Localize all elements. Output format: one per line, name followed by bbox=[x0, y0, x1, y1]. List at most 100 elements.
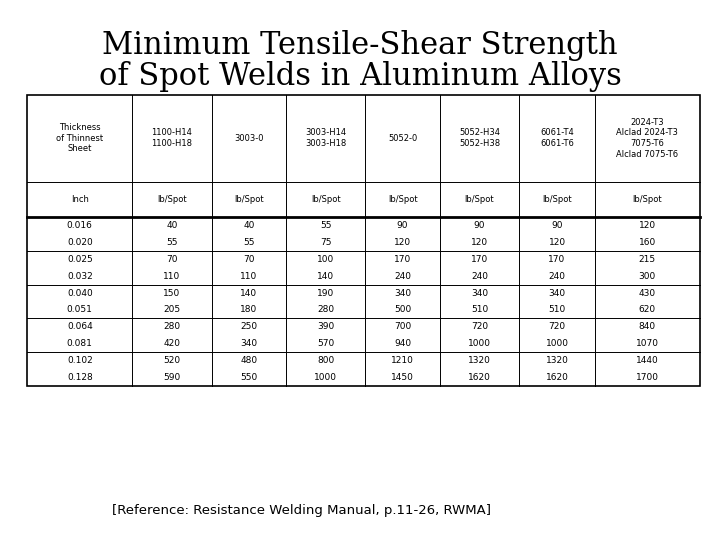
Text: 0.020: 0.020 bbox=[67, 238, 93, 247]
Text: 840: 840 bbox=[639, 322, 656, 332]
Text: lb/Spot: lb/Spot bbox=[157, 195, 186, 204]
Text: 1100-H14
1100-H18: 1100-H14 1100-H18 bbox=[151, 129, 192, 148]
Text: 170: 170 bbox=[394, 255, 411, 264]
Text: Thickness
of Thinnest
Sheet: Thickness of Thinnest Sheet bbox=[56, 123, 104, 153]
Text: 0.102: 0.102 bbox=[67, 356, 93, 365]
Text: 90: 90 bbox=[474, 221, 485, 230]
Text: 620: 620 bbox=[639, 306, 656, 314]
Text: 0.064: 0.064 bbox=[67, 322, 93, 332]
Text: 240: 240 bbox=[549, 272, 565, 281]
Text: 150: 150 bbox=[163, 288, 181, 298]
Text: 1620: 1620 bbox=[468, 373, 491, 382]
Text: 340: 340 bbox=[240, 339, 257, 348]
Text: 340: 340 bbox=[549, 288, 566, 298]
Text: 6061-T4
6061-T6: 6061-T4 6061-T6 bbox=[540, 129, 574, 148]
Text: 1000: 1000 bbox=[546, 339, 569, 348]
Text: 240: 240 bbox=[471, 272, 488, 281]
Text: 390: 390 bbox=[317, 322, 334, 332]
Text: 110: 110 bbox=[240, 272, 258, 281]
Text: 170: 170 bbox=[549, 255, 566, 264]
Text: 90: 90 bbox=[552, 221, 563, 230]
Text: 430: 430 bbox=[639, 288, 656, 298]
Text: 1320: 1320 bbox=[468, 356, 491, 365]
Text: 170: 170 bbox=[471, 255, 488, 264]
Text: Inch: Inch bbox=[71, 195, 89, 204]
Text: 590: 590 bbox=[163, 373, 181, 382]
Text: 1070: 1070 bbox=[636, 339, 659, 348]
Text: 0.128: 0.128 bbox=[67, 373, 93, 382]
Text: 3003-H14
3003-H18: 3003-H14 3003-H18 bbox=[305, 129, 346, 148]
Text: lb/Spot: lb/Spot bbox=[311, 195, 341, 204]
Text: 500: 500 bbox=[394, 306, 411, 314]
Text: 250: 250 bbox=[240, 322, 257, 332]
Text: lb/Spot: lb/Spot bbox=[633, 195, 662, 204]
Bar bbox=[27, 94, 700, 386]
Text: 190: 190 bbox=[317, 288, 334, 298]
Text: 0.025: 0.025 bbox=[67, 255, 93, 264]
Text: 520: 520 bbox=[163, 356, 181, 365]
Text: 120: 120 bbox=[549, 238, 566, 247]
Text: 205: 205 bbox=[163, 306, 181, 314]
Text: 3003-0: 3003-0 bbox=[234, 134, 264, 143]
Text: 550: 550 bbox=[240, 373, 258, 382]
Text: 1210: 1210 bbox=[391, 356, 414, 365]
Text: 120: 120 bbox=[394, 238, 411, 247]
Text: 55: 55 bbox=[166, 238, 178, 247]
Text: 280: 280 bbox=[317, 306, 334, 314]
Text: 5052-0: 5052-0 bbox=[388, 134, 417, 143]
Text: 0.040: 0.040 bbox=[67, 288, 93, 298]
Text: 0.032: 0.032 bbox=[67, 272, 93, 281]
Text: 420: 420 bbox=[163, 339, 181, 348]
Text: 2024-T3
Alclad 2024-T3
7075-T6
Alclad 7075-T6: 2024-T3 Alclad 2024-T3 7075-T6 Alclad 70… bbox=[616, 118, 678, 159]
Text: 70: 70 bbox=[166, 255, 178, 264]
Text: 120: 120 bbox=[471, 238, 488, 247]
Text: 480: 480 bbox=[240, 356, 257, 365]
Text: 1440: 1440 bbox=[636, 356, 659, 365]
Text: of Spot Welds in Aluminum Alloys: of Spot Welds in Aluminum Alloys bbox=[99, 61, 621, 92]
Text: 0.016: 0.016 bbox=[67, 221, 93, 230]
Text: 75: 75 bbox=[320, 238, 331, 247]
Text: 215: 215 bbox=[639, 255, 656, 264]
Text: 40: 40 bbox=[243, 221, 254, 230]
Text: 180: 180 bbox=[240, 306, 258, 314]
Text: lb/Spot: lb/Spot bbox=[388, 195, 418, 204]
Text: 940: 940 bbox=[394, 339, 411, 348]
Text: 70: 70 bbox=[243, 255, 255, 264]
Text: 5052-H34
5052-H38: 5052-H34 5052-H38 bbox=[459, 129, 500, 148]
Text: 300: 300 bbox=[639, 272, 656, 281]
Text: [Reference: Resistance Welding Manual, p.11-26, RWMA]: [Reference: Resistance Welding Manual, p… bbox=[112, 504, 490, 517]
Text: 1700: 1700 bbox=[636, 373, 659, 382]
Text: 570: 570 bbox=[317, 339, 334, 348]
Text: 240: 240 bbox=[394, 272, 411, 281]
Text: lb/Spot: lb/Spot bbox=[542, 195, 572, 204]
Text: 0.051: 0.051 bbox=[67, 306, 93, 314]
Text: 1320: 1320 bbox=[546, 356, 569, 365]
Text: 110: 110 bbox=[163, 272, 181, 281]
Text: 280: 280 bbox=[163, 322, 181, 332]
Text: 720: 720 bbox=[471, 322, 488, 332]
Text: 0.081: 0.081 bbox=[67, 339, 93, 348]
Text: 510: 510 bbox=[471, 306, 488, 314]
Text: 140: 140 bbox=[240, 288, 257, 298]
Text: 55: 55 bbox=[320, 221, 331, 230]
Text: 720: 720 bbox=[549, 322, 566, 332]
Text: 55: 55 bbox=[243, 238, 255, 247]
Text: 340: 340 bbox=[394, 288, 411, 298]
Text: 1450: 1450 bbox=[391, 373, 414, 382]
Text: 340: 340 bbox=[471, 288, 488, 298]
Text: Minimum Tensile-Shear Strength: Minimum Tensile-Shear Strength bbox=[102, 30, 618, 62]
Text: 510: 510 bbox=[549, 306, 566, 314]
Text: 160: 160 bbox=[639, 238, 656, 247]
Text: 100: 100 bbox=[317, 255, 334, 264]
Text: 40: 40 bbox=[166, 221, 178, 230]
Text: 120: 120 bbox=[639, 221, 656, 230]
Text: 90: 90 bbox=[397, 221, 408, 230]
Text: 140: 140 bbox=[317, 272, 334, 281]
Text: 700: 700 bbox=[394, 322, 411, 332]
Text: 1620: 1620 bbox=[546, 373, 569, 382]
Text: 1000: 1000 bbox=[314, 373, 337, 382]
Text: 1000: 1000 bbox=[468, 339, 491, 348]
Text: lb/Spot: lb/Spot bbox=[464, 195, 494, 204]
Text: 800: 800 bbox=[317, 356, 334, 365]
Text: lb/Spot: lb/Spot bbox=[234, 195, 264, 204]
